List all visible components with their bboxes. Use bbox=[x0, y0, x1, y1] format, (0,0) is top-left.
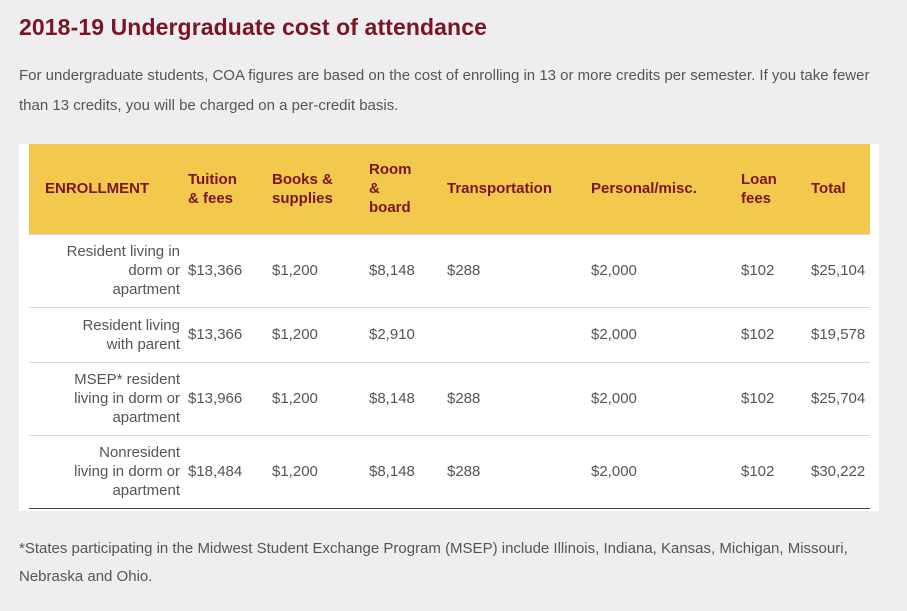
books-cell: $1,200 bbox=[266, 306, 363, 362]
header-tuition-fees: Tuition & fees bbox=[182, 144, 266, 234]
header-transportation: Transportation bbox=[441, 144, 585, 234]
table-row-nonresident-dorm: Nonresident living in dorm or apartment $1… bbox=[29, 434, 870, 509]
header-loan-fees: Loan fees bbox=[735, 144, 805, 234]
table-row-resident-parent: Resident living with parent $13,366 $1,20… bbox=[29, 306, 870, 362]
tuition-cell: $13,366 bbox=[182, 306, 266, 362]
loan-cell: $102 bbox=[735, 306, 805, 362]
header-enrollment: ENROLLMENT bbox=[29, 144, 182, 234]
cost-table-container: ENROLLMENT Tuition & fees Books & supplies… bbox=[19, 144, 879, 511]
transportation-cell: $288 bbox=[441, 361, 585, 435]
books-cell: $1,200 bbox=[266, 434, 363, 509]
transportation-cell: $288 bbox=[441, 233, 585, 307]
loan-cell: $102 bbox=[735, 434, 805, 509]
total-cell: $25,704 bbox=[805, 361, 870, 435]
table-header-row: ENROLLMENT Tuition & fees Books & supplies… bbox=[29, 144, 870, 234]
room-cell: $8,148 bbox=[363, 361, 441, 435]
personal-cell: $2,000 bbox=[585, 233, 735, 307]
loan-cell: $102 bbox=[735, 233, 805, 307]
total-cell: $30,222 bbox=[805, 434, 870, 509]
table-row-resident-dorm: Resident living in dorm or apartment $13,3… bbox=[29, 233, 870, 307]
header-total: Total bbox=[805, 144, 870, 234]
books-cell: $1,200 bbox=[266, 233, 363, 307]
transportation-cell: $288 bbox=[441, 434, 585, 509]
room-cell: $8,148 bbox=[363, 434, 441, 509]
transportation-cell bbox=[441, 306, 585, 362]
msep-footnote: *States participating in the Midwest Stu… bbox=[19, 540, 848, 585]
enrollment-cell: MSEP* resident living in dorm or apartment bbox=[29, 361, 182, 435]
personal-cell: $2,000 bbox=[585, 306, 735, 362]
total-cell: $25,104 bbox=[805, 233, 870, 307]
enrollment-cell: Resident living with parent bbox=[29, 306, 182, 362]
intro-paragraph: For undergraduate students, COA figures … bbox=[19, 67, 870, 114]
enrollment-cell: Nonresident living in dorm or apartment bbox=[29, 434, 182, 509]
enrollment-cell: Resident living in dorm or apartment bbox=[29, 233, 182, 307]
header-personal-misc: Personal/misc. bbox=[585, 144, 735, 234]
tuition-cell: $18,484 bbox=[182, 434, 266, 509]
room-cell: $8,148 bbox=[363, 233, 441, 307]
total-cell: $19,578 bbox=[805, 306, 870, 362]
room-cell: $2,910 bbox=[363, 306, 441, 362]
table-row-msep-dorm: MSEP* resident living in dorm or apartment… bbox=[29, 361, 870, 435]
cost-of-attendance-table: ENROLLMENT Tuition & fees Books & supplies… bbox=[29, 144, 870, 509]
page-title: 2018-19 Undergraduate cost of attendance bbox=[19, 14, 487, 40]
personal-cell: $2,000 bbox=[585, 434, 735, 509]
loan-cell: $102 bbox=[735, 361, 805, 435]
header-books-supplies: Books & supplies bbox=[266, 144, 363, 234]
tuition-cell: $13,966 bbox=[182, 361, 266, 435]
books-cell: $1,200 bbox=[266, 361, 363, 435]
personal-cell: $2,000 bbox=[585, 361, 735, 435]
tuition-cell: $13,366 bbox=[182, 233, 266, 307]
header-room-board: Room & board bbox=[363, 144, 441, 234]
